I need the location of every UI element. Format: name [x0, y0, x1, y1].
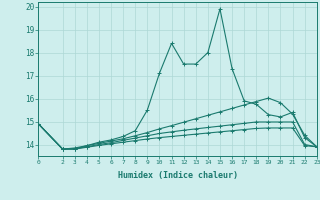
X-axis label: Humidex (Indice chaleur): Humidex (Indice chaleur) — [118, 171, 238, 180]
